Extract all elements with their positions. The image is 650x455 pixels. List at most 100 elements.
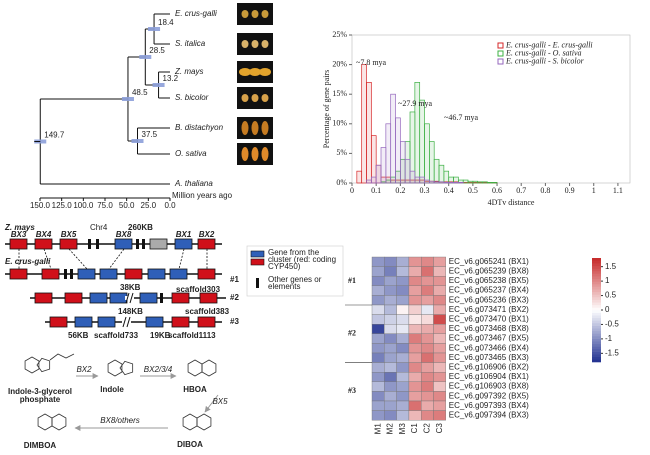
- size-label: 260KB: [128, 223, 153, 232]
- row-label: EC_v6.g073468 (BX8): [449, 324, 529, 333]
- gene-box: [64, 292, 83, 304]
- node-age-label: 28.5: [149, 46, 165, 55]
- column-label: C3: [435, 423, 444, 434]
- x-axis-label: 4DTv distance: [488, 198, 535, 207]
- seed: [251, 10, 259, 18]
- annotation: ~27.9 mya: [398, 99, 433, 108]
- gene-box: [59, 238, 78, 250]
- colorbar-step: [592, 265, 601, 269]
- colorbar-step: [592, 333, 601, 337]
- segment-size: 56KB: [68, 331, 89, 340]
- colorbar-step: [592, 271, 601, 274]
- colorbar-step: [592, 263, 601, 267]
- heatmap-cell: [421, 324, 434, 335]
- heatmap-cell: [384, 256, 397, 267]
- gene-box: [197, 268, 216, 280]
- gene-box: [124, 268, 143, 280]
- colorbar-step: [592, 343, 601, 347]
- colorbar-step: [592, 276, 601, 280]
- row-label: EC_v6.g073467 (BX5): [449, 334, 529, 343]
- node-age-label: 13.2: [163, 74, 179, 83]
- heatmap-cell: [371, 343, 385, 354]
- legend-swatch: [497, 50, 504, 57]
- heatmap-cell: [384, 324, 397, 335]
- gene-box: [9, 238, 28, 250]
- x-tick-label: 1.1: [613, 186, 623, 195]
- histogram-bar: [482, 181, 488, 184]
- legend-text: elements: [268, 282, 300, 291]
- heatmap-cell: [408, 266, 422, 277]
- heatmap-cell: [433, 352, 447, 363]
- legend-swatch-black: [256, 278, 259, 288]
- x-tick-label: 0.4: [444, 186, 454, 195]
- gene-box: [114, 238, 133, 250]
- segment-name: scaffold303: [176, 285, 221, 294]
- heatmap-cell: [384, 266, 397, 277]
- tree-axis-tick-label: 25.0: [141, 201, 157, 210]
- heatmap-cell: [433, 400, 447, 411]
- histogram-bar: [419, 176, 425, 184]
- heatmap-cell: [396, 276, 410, 287]
- leaf-label: A. thaliana: [174, 179, 213, 188]
- ring: [36, 357, 51, 373]
- heatmap-cell: [421, 343, 434, 354]
- row-label: #2: [230, 293, 239, 302]
- ring: [51, 413, 67, 431]
- ring: [182, 413, 198, 431]
- heatmap-cell: [421, 285, 434, 296]
- x-tick-label: 0.5: [468, 186, 478, 195]
- ring: [37, 413, 53, 431]
- colorbar-step: [592, 286, 601, 290]
- heatmap-cell: [396, 400, 410, 411]
- heatmap-cell: [408, 285, 422, 296]
- heatmap-cell: [396, 256, 410, 267]
- colorbar-step: [592, 354, 601, 358]
- column-label: M2: [386, 423, 395, 435]
- gene-box: [9, 268, 28, 280]
- leaf-label: S. bicolor: [175, 93, 209, 102]
- heatmap-cell: [384, 352, 397, 363]
- heatmap-cell: [396, 333, 410, 344]
- heatmap-cell: [421, 372, 434, 383]
- row-label: EC_v6.g065237 (BX4): [449, 286, 529, 295]
- heatmap-cell: [396, 295, 410, 306]
- gene-box: [169, 268, 188, 280]
- histogram-bar: [356, 170, 363, 184]
- compound-label: DIMBOA: [24, 441, 57, 450]
- species-label: Z. mays: [4, 223, 35, 232]
- colorbar-step: [592, 310, 601, 313]
- histogram-bar: [438, 181, 445, 184]
- gene-box: [49, 316, 68, 328]
- heatmap-cell: [408, 362, 422, 373]
- node-age-label: 18.4: [158, 18, 174, 27]
- colorbar-step: [592, 281, 601, 285]
- gene-box: [34, 292, 53, 304]
- synteny-link: [68, 248, 88, 270]
- heatmap-cell: [384, 372, 397, 383]
- histogram-bar: [414, 82, 421, 184]
- gene-box: [89, 292, 108, 304]
- heatmap-cell: [371, 381, 385, 392]
- synteny-link: [178, 248, 185, 270]
- heatmap-cell: [433, 410, 447, 421]
- heatmap-cell: [396, 391, 410, 402]
- x-tick-label: 0.8: [540, 186, 550, 195]
- histogram-bar: [433, 158, 440, 184]
- x-tick-label: 1: [592, 186, 596, 195]
- legend-swatch: [497, 42, 504, 49]
- heatmap-cell: [384, 343, 397, 354]
- ring: [119, 360, 134, 376]
- heatmap-cell: [396, 381, 410, 392]
- x-tick-label: 0.6: [492, 186, 502, 195]
- histogram-bar: [438, 164, 445, 184]
- heatmap-cell: [421, 304, 434, 315]
- heatmap-cell: [384, 333, 397, 344]
- histogram-bar: [424, 179, 430, 184]
- enzyme-label: BX2: [76, 365, 92, 374]
- heatmap-cell: [408, 276, 422, 287]
- gene-box: [34, 238, 53, 250]
- colorbar-step: [592, 297, 601, 300]
- ring: [187, 359, 203, 377]
- gene-box: [171, 292, 190, 304]
- colorbar-step: [592, 328, 601, 332]
